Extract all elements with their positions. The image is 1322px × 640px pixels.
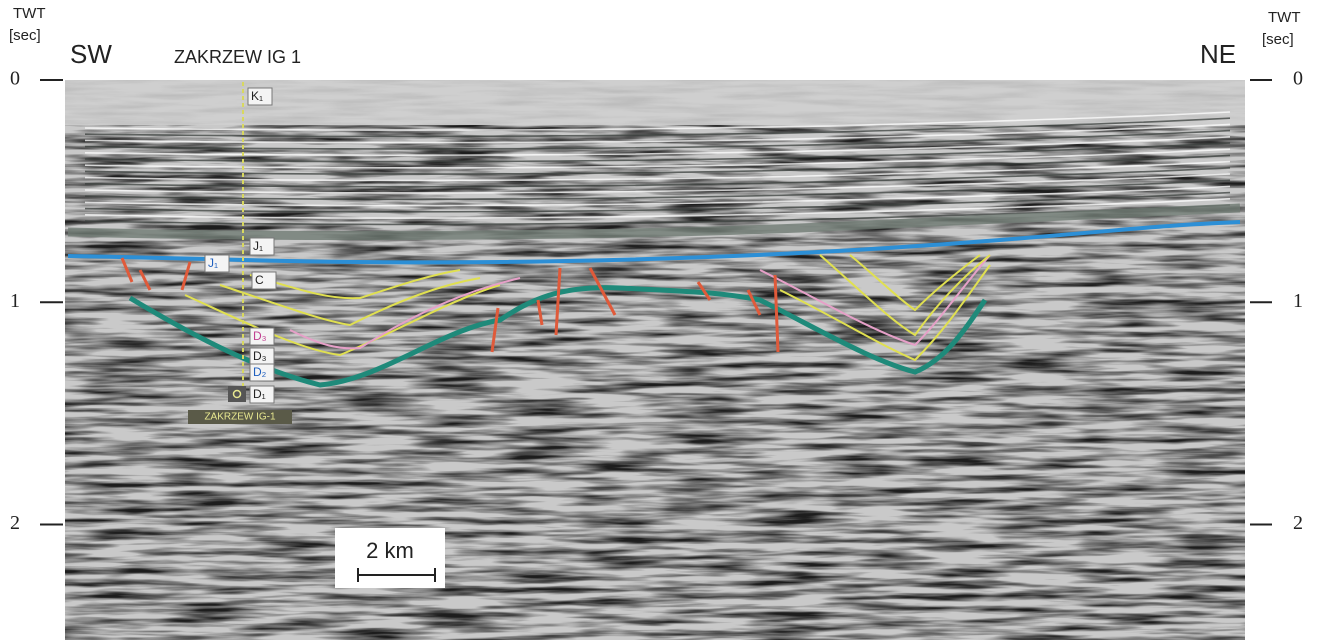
reflector — [84, 123, 1231, 144]
horizon-yellow — [219, 277, 481, 327]
horizon-label-box — [247, 87, 273, 106]
well-label: ZAKRZEW IG-1 — [204, 412, 276, 423]
reflector — [84, 154, 1231, 175]
fault — [773, 274, 780, 353]
well-label-box — [188, 410, 292, 424]
horizon-yellow — [819, 254, 991, 337]
reflector — [84, 117, 1231, 138]
fault — [746, 289, 762, 316]
axis-unit-right: [sec] — [1262, 31, 1294, 48]
horizon-label: D₃ — [253, 329, 267, 343]
direction-right: NE — [1200, 39, 1236, 69]
reflectors — [84, 111, 1231, 226]
horizon-label: D₁ — [253, 387, 266, 401]
reflector — [84, 179, 1231, 201]
tick-label: 0 — [1293, 68, 1303, 90]
horizon-label: J₁ — [208, 256, 218, 270]
reflector — [84, 167, 1231, 188]
horizon-pink — [289, 277, 521, 350]
fault — [138, 269, 152, 291]
faults — [120, 257, 780, 353]
reflector — [84, 148, 1231, 169]
horizons — [67, 203, 1241, 388]
well-symbol — [232, 389, 242, 399]
fault — [490, 307, 500, 353]
reflector — [84, 185, 1231, 207]
horizon-yellow — [779, 264, 991, 362]
fault — [554, 267, 562, 336]
reflector — [84, 191, 1231, 213]
horizon-blue — [67, 220, 1241, 265]
reflector — [84, 142, 1231, 163]
horizon-yellow — [249, 269, 461, 300]
horizon-pink — [759, 254, 991, 347]
scale-bar-label: 2 km — [366, 538, 414, 563]
reflector — [84, 160, 1231, 182]
tick-label: 1 — [1293, 290, 1303, 312]
tick-label: 1 — [10, 290, 20, 312]
direction-left: SW — [70, 39, 112, 69]
axis-title-left: TWT — [13, 5, 45, 22]
horizon-yellow — [184, 284, 501, 357]
horizon-label-box — [249, 327, 275, 346]
horizon-label: C — [255, 273, 264, 287]
horizon-band — [67, 203, 1241, 240]
fault — [180, 261, 192, 291]
fault — [120, 257, 134, 283]
tick-label: 2 — [1293, 512, 1303, 534]
horizon-label-box — [249, 363, 275, 382]
horizon-label: D₂ — [253, 365, 267, 379]
axis-unit-left: [sec] — [9, 27, 41, 44]
fault — [696, 281, 712, 301]
reflector — [84, 136, 1231, 157]
fault — [536, 299, 544, 326]
reflector — [84, 198, 1231, 219]
reflector — [84, 173, 1231, 194]
reflector — [84, 111, 1231, 131]
tick-label: 2 — [10, 512, 20, 534]
horizon-label-box — [204, 254, 230, 273]
horizon-label: D₃ — [253, 349, 267, 363]
reflector — [84, 129, 1231, 150]
horizon-label-box — [251, 271, 277, 290]
horizon-label: J₁ — [253, 239, 263, 253]
scale-bar-box — [335, 528, 445, 588]
horizon-label: K₁ — [251, 89, 263, 103]
horizon-yellow — [849, 254, 981, 312]
well-symbol-box — [228, 386, 246, 402]
tick-label: 0 — [10, 68, 20, 90]
horizon-label-box — [249, 237, 275, 256]
fault — [588, 267, 617, 316]
axis-title-right: TWT — [1268, 9, 1300, 26]
well-name: ZAKRZEW IG 1 — [174, 47, 301, 67]
horizon-label-box — [249, 385, 275, 404]
scale-bar — [357, 568, 436, 582]
